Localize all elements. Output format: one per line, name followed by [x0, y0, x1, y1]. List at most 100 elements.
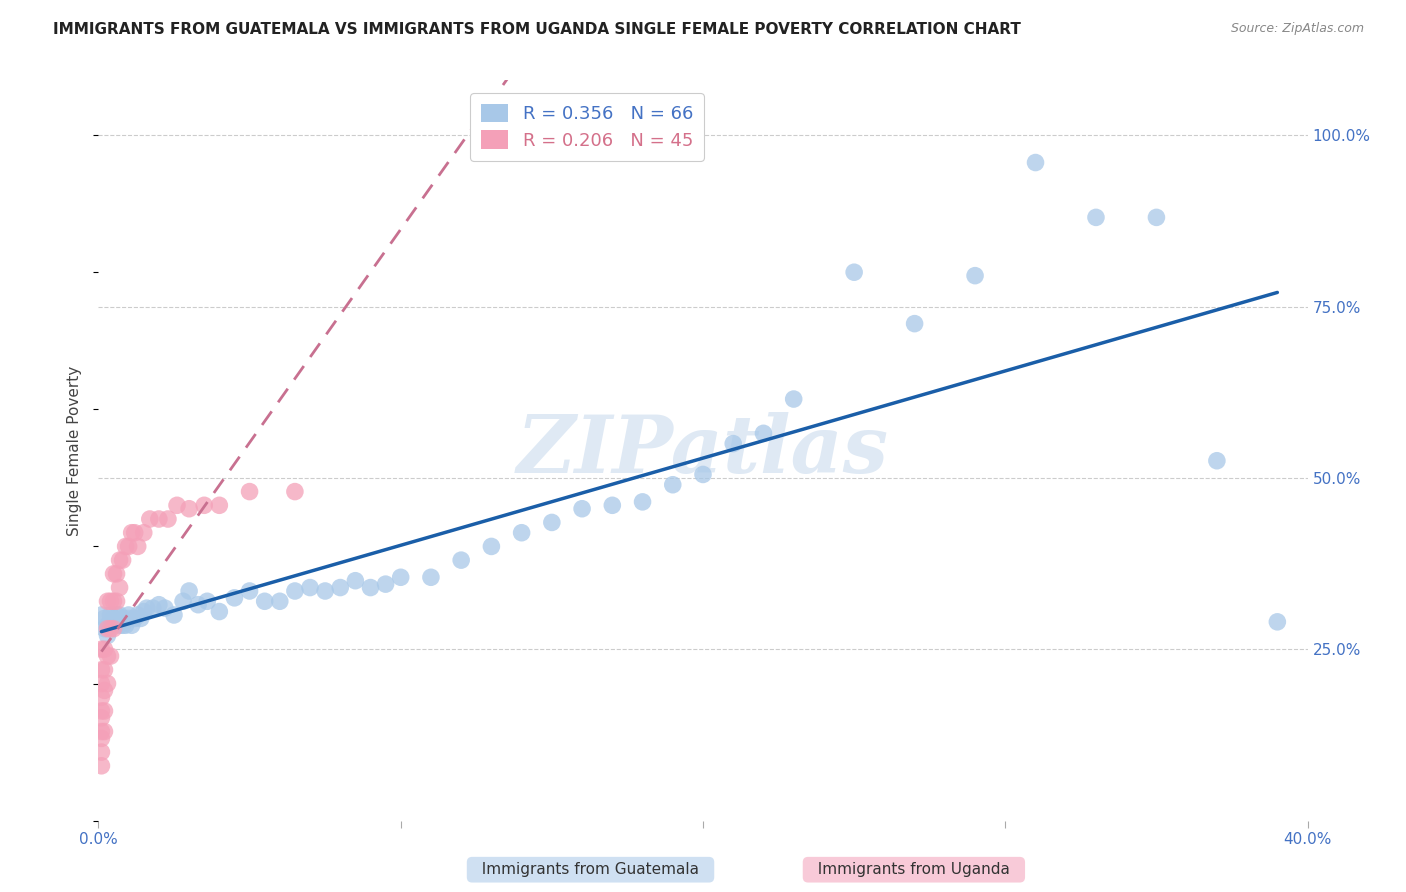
Point — [163, 607, 186, 622]
Point — [108, 618, 131, 632]
Point — [93, 683, 115, 698]
Point — [450, 553, 472, 567]
Point — [127, 540, 149, 554]
Point — [90, 690, 112, 705]
Point — [100, 649, 122, 664]
Point — [96, 628, 118, 642]
Text: ZIPatlas: ZIPatlas — [517, 412, 889, 489]
Point — [111, 611, 134, 625]
Text: Immigrants from Uganda: Immigrants from Uganda — [808, 863, 1019, 877]
Point — [602, 498, 624, 512]
Point — [661, 477, 683, 491]
Point — [844, 265, 866, 279]
Point — [239, 484, 262, 499]
Point — [135, 601, 157, 615]
Point — [96, 618, 118, 632]
Point — [153, 601, 176, 615]
Point — [90, 724, 112, 739]
Point — [481, 540, 503, 554]
Point — [156, 512, 179, 526]
Point — [103, 622, 125, 636]
Point — [299, 581, 322, 595]
Point — [314, 584, 336, 599]
Point — [108, 607, 131, 622]
Point — [1267, 615, 1289, 629]
Point — [127, 607, 149, 622]
Point — [96, 676, 118, 690]
Point — [100, 622, 122, 636]
Point — [90, 642, 112, 657]
Point — [124, 611, 146, 625]
Point — [96, 622, 118, 636]
Point — [100, 607, 122, 622]
Point — [129, 611, 152, 625]
Point — [111, 553, 134, 567]
Point — [114, 618, 136, 632]
Point — [284, 484, 307, 499]
Point — [93, 622, 115, 636]
Legend: R = 0.356   N = 66, R = 0.206   N = 45: R = 0.356 N = 66, R = 0.206 N = 45 — [470, 93, 704, 161]
Point — [103, 594, 125, 608]
Point — [96, 594, 118, 608]
Point — [1024, 155, 1046, 169]
Point — [105, 594, 128, 608]
Point — [111, 618, 134, 632]
Point — [965, 268, 987, 283]
Point — [96, 649, 118, 664]
Point — [105, 615, 128, 629]
Point — [510, 525, 533, 540]
Point — [90, 663, 112, 677]
Point — [105, 607, 128, 622]
Text: Immigrants from Guatemala: Immigrants from Guatemala — [472, 863, 709, 877]
Point — [179, 584, 201, 599]
Point — [90, 711, 112, 725]
Point — [571, 501, 593, 516]
Point — [374, 577, 396, 591]
Point — [142, 601, 165, 615]
Point — [329, 581, 352, 595]
Point — [224, 591, 246, 605]
Point — [90, 704, 112, 718]
Point — [90, 607, 112, 622]
Point — [269, 594, 291, 608]
Point — [148, 598, 170, 612]
Point — [105, 566, 128, 581]
Point — [1085, 211, 1108, 225]
Point — [121, 525, 143, 540]
Point — [172, 594, 194, 608]
Point — [118, 607, 141, 622]
Point — [1144, 211, 1167, 225]
Point — [90, 676, 112, 690]
Point — [93, 724, 115, 739]
Point — [139, 512, 162, 526]
Point — [148, 512, 170, 526]
Point — [108, 581, 131, 595]
Point — [166, 498, 188, 512]
Point — [121, 618, 143, 632]
Point — [284, 584, 307, 599]
Point — [90, 759, 112, 773]
Point — [93, 704, 115, 718]
Point — [344, 574, 367, 588]
Point — [692, 467, 714, 482]
Point — [752, 426, 775, 441]
Point — [103, 566, 125, 581]
Point — [195, 594, 218, 608]
Point — [90, 731, 112, 746]
Point — [93, 642, 115, 657]
Point — [360, 581, 382, 595]
Point — [723, 436, 745, 450]
Point — [90, 745, 112, 759]
Point — [1206, 454, 1229, 468]
Point — [100, 618, 122, 632]
Point — [631, 495, 654, 509]
Point — [193, 498, 215, 512]
Text: Source: ZipAtlas.com: Source: ZipAtlas.com — [1230, 22, 1364, 36]
Point — [118, 540, 141, 554]
Point — [389, 570, 412, 584]
Point — [253, 594, 276, 608]
Point — [187, 598, 209, 612]
Y-axis label: Single Female Poverty: Single Female Poverty — [67, 366, 83, 535]
Point — [103, 618, 125, 632]
Point — [124, 525, 146, 540]
